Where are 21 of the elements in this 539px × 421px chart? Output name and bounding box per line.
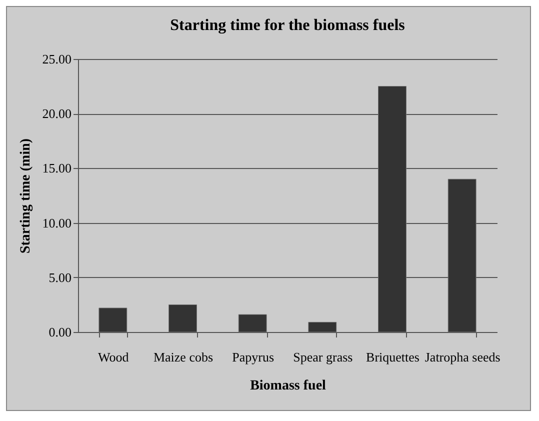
y-axis-title: Starting time (min)	[18, 138, 34, 254]
y-tick-label: 25.00	[42, 52, 72, 66]
x-axis-title: Biomass fuel	[250, 378, 326, 394]
bar	[308, 322, 337, 332]
x-tick-label: Wood	[98, 350, 130, 364]
y-tick-label: 0.00	[48, 324, 72, 340]
x-tick-label: Jatropha seeds	[424, 350, 500, 364]
bar	[378, 86, 406, 332]
y-tick-label: 10.00	[42, 215, 72, 230]
x-tick-label: Papyrus	[232, 350, 274, 364]
bar	[168, 304, 197, 332]
x-tick-label: Maize cobs	[153, 350, 214, 364]
y-tick-label: 5.00	[48, 270, 72, 285]
x-tick-label: Briquettes	[366, 350, 420, 364]
y-tick-label: 15.00	[42, 160, 72, 176]
bar	[448, 178, 476, 332]
bar	[98, 308, 128, 332]
y-tick-label: 20.00	[42, 106, 72, 122]
x-tick-label: Spear grass	[293, 350, 353, 364]
bar	[238, 314, 267, 332]
chart-title: Starting time for the biomass fuels	[170, 17, 405, 34]
